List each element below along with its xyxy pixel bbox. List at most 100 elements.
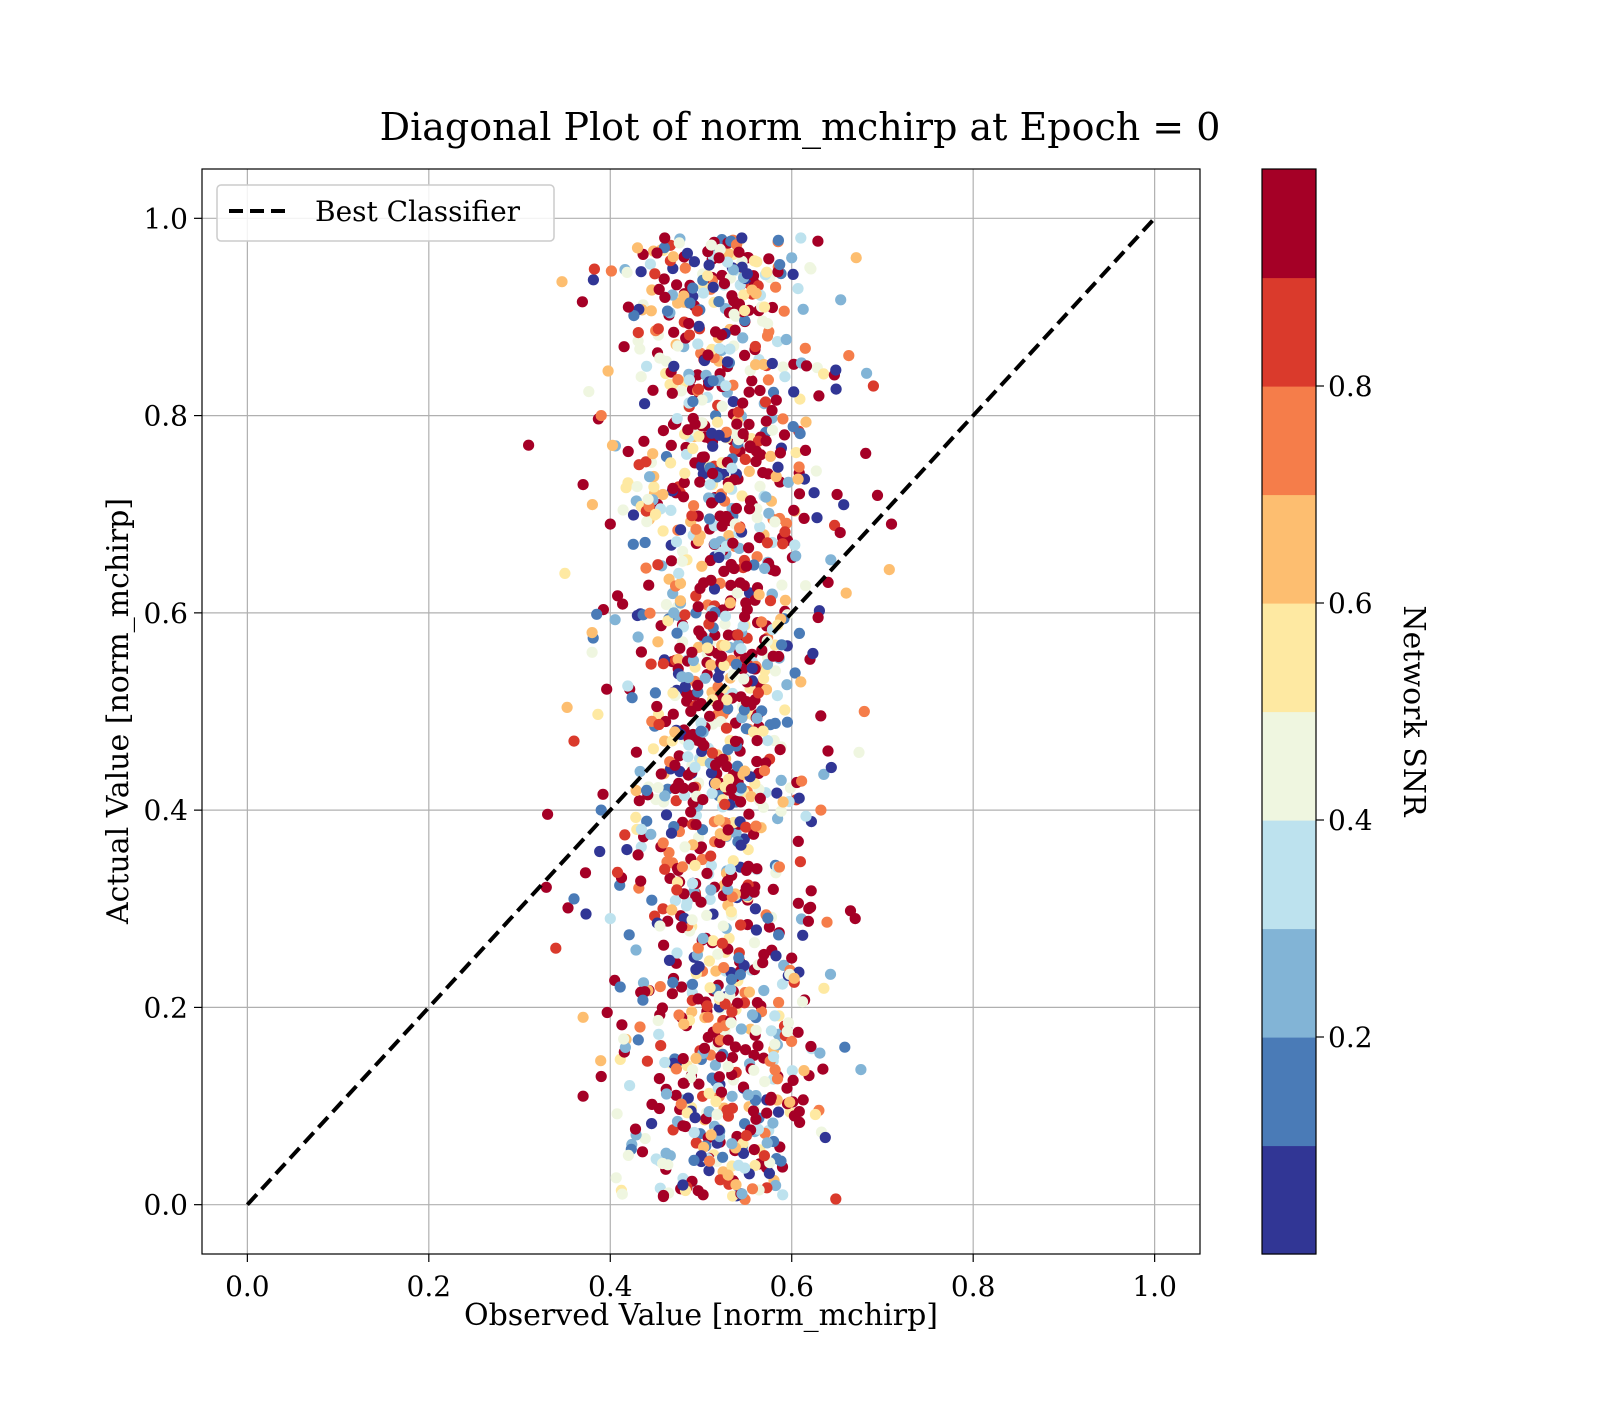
scatter-point bbox=[722, 744, 734, 756]
scatter-point bbox=[883, 564, 895, 576]
scatter-point bbox=[660, 1147, 672, 1159]
scatter-point bbox=[676, 555, 689, 567]
legend-label-best-classifier: Best Classifier bbox=[315, 195, 521, 228]
scatter-point bbox=[855, 1064, 867, 1076]
scatter-point bbox=[732, 629, 744, 641]
scatter-point bbox=[674, 595, 687, 607]
scatter-point bbox=[771, 787, 783, 799]
scatter-point bbox=[542, 808, 554, 820]
scatter-point bbox=[652, 1014, 664, 1027]
scatter-point bbox=[796, 996, 809, 1008]
scatter-point bbox=[722, 1169, 734, 1181]
scatter-point bbox=[713, 814, 725, 826]
scatter-point bbox=[677, 816, 689, 828]
scatter-point bbox=[725, 983, 737, 996]
scatter-point bbox=[618, 341, 630, 353]
scatter-point bbox=[653, 1028, 665, 1040]
scatter-point bbox=[788, 972, 800, 984]
scatter-point bbox=[677, 782, 690, 794]
scatter-point bbox=[786, 952, 798, 964]
scatter-point bbox=[639, 986, 651, 998]
scatter-point bbox=[788, 386, 800, 398]
scatter-point bbox=[592, 708, 604, 721]
scatter-point bbox=[797, 929, 809, 941]
scatter-point bbox=[677, 491, 690, 503]
colorbar-segment bbox=[1262, 711, 1316, 821]
scatter-point bbox=[670, 1089, 682, 1101]
scatter-point bbox=[677, 545, 689, 558]
scatter-point bbox=[819, 1131, 831, 1144]
scatter-point bbox=[709, 538, 721, 550]
scatter-point bbox=[710, 1095, 722, 1108]
scatter-point bbox=[669, 759, 681, 771]
scatter-point bbox=[778, 305, 790, 317]
scatter-point bbox=[812, 235, 824, 247]
scatter-point bbox=[650, 793, 662, 806]
scatter-point bbox=[759, 396, 772, 408]
scatter-point bbox=[725, 906, 737, 918]
scatter-point bbox=[706, 787, 718, 800]
scatter-point bbox=[737, 620, 749, 632]
scatter-point bbox=[802, 915, 815, 927]
scatter-point bbox=[792, 1026, 804, 1038]
scatter-point bbox=[626, 692, 638, 704]
scatter-point bbox=[727, 855, 739, 867]
scatter-point bbox=[568, 893, 580, 905]
scatter-point bbox=[778, 429, 791, 441]
scatter-point bbox=[712, 948, 724, 960]
scatter-point bbox=[619, 829, 631, 841]
scatter-point bbox=[771, 690, 784, 702]
scatter-point bbox=[636, 1146, 649, 1158]
colorbar-tick-label: 0.4 bbox=[1328, 804, 1373, 837]
scatter-point bbox=[676, 921, 688, 933]
scatter-point bbox=[652, 323, 664, 335]
scatter-point bbox=[667, 976, 679, 989]
scatter-point bbox=[720, 722, 733, 734]
scatter-point bbox=[766, 404, 778, 417]
scatter-point bbox=[712, 1022, 724, 1034]
scatter-point bbox=[648, 481, 660, 493]
scatter-point bbox=[721, 875, 734, 888]
scatter-point bbox=[660, 809, 673, 821]
scatter-point bbox=[799, 444, 812, 456]
scatter-point bbox=[726, 1052, 739, 1064]
scatter-point bbox=[765, 1025, 778, 1037]
scatter-point bbox=[717, 1151, 729, 1163]
colorbar-segment bbox=[1262, 603, 1316, 713]
scatter-point bbox=[775, 774, 787, 787]
scatter-point bbox=[735, 1023, 748, 1035]
scatter-point bbox=[633, 795, 645, 807]
scatter-point bbox=[646, 1118, 658, 1130]
scatter-point bbox=[711, 416, 724, 428]
scatter-point bbox=[675, 1098, 687, 1110]
scatter-point bbox=[749, 903, 762, 915]
scatter-point bbox=[641, 516, 653, 528]
scatter-point bbox=[601, 1006, 613, 1019]
scatter-point bbox=[713, 429, 725, 441]
scatter-point bbox=[705, 884, 717, 896]
scatter-point bbox=[813, 390, 825, 402]
scatter-point bbox=[679, 609, 691, 621]
scatter-point bbox=[583, 386, 595, 398]
scatter-point bbox=[760, 435, 772, 447]
scatter-point bbox=[777, 361, 789, 373]
scatter-point bbox=[746, 1009, 759, 1021]
chart-title: Diagonal Plot of norm_mchirp at Epoch = … bbox=[380, 105, 1221, 150]
scatter-point bbox=[716, 400, 728, 412]
scatter-point bbox=[577, 1090, 589, 1102]
scatter-point bbox=[722, 824, 734, 836]
scatter-point bbox=[736, 490, 748, 502]
scatter-point bbox=[709, 1059, 722, 1071]
x-tick-label: 1.0 bbox=[1132, 1270, 1177, 1303]
y-tick-label: 1.0 bbox=[143, 202, 188, 235]
scatter-point bbox=[609, 614, 621, 626]
y-tick-label: 0.0 bbox=[143, 1189, 188, 1222]
x-tick-label: 0.8 bbox=[951, 1270, 996, 1303]
scatter-point bbox=[793, 461, 805, 473]
scatter-point bbox=[701, 642, 714, 654]
scatter-point bbox=[748, 937, 761, 949]
scatter-point bbox=[718, 660, 730, 672]
scatter-point bbox=[770, 394, 782, 406]
scatter-point bbox=[703, 1087, 715, 1099]
scatter-point bbox=[711, 1108, 723, 1121]
